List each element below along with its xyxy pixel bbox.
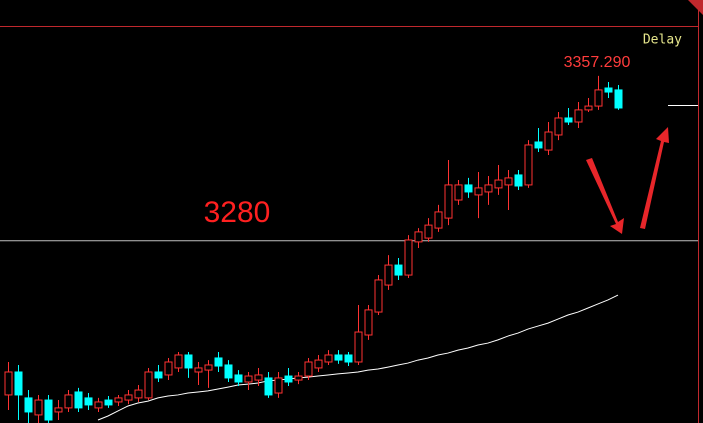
candle-body bbox=[134, 389, 143, 399]
candle-body bbox=[244, 375, 253, 383]
candle-body bbox=[584, 105, 593, 111]
candle-body bbox=[544, 131, 553, 151]
arrow-down bbox=[586, 158, 624, 234]
candle-body bbox=[74, 391, 83, 409]
candle-body bbox=[344, 354, 353, 363]
candle-body bbox=[384, 264, 393, 286]
candle-body bbox=[214, 357, 223, 367]
candle-body bbox=[424, 224, 433, 239]
status-label: Delay bbox=[643, 33, 682, 48]
candle-body bbox=[294, 375, 303, 381]
candle-body bbox=[14, 371, 23, 396]
candle-body bbox=[614, 89, 623, 109]
candle-body bbox=[4, 371, 13, 396]
candle-body bbox=[194, 367, 203, 373]
candle-body bbox=[354, 331, 363, 363]
candle-body bbox=[324, 354, 333, 363]
candle-body bbox=[254, 374, 263, 381]
candle-body bbox=[394, 264, 403, 276]
candle-body bbox=[44, 399, 53, 421]
candle-body bbox=[444, 184, 453, 219]
candle-body bbox=[494, 179, 503, 189]
candle-body bbox=[504, 177, 513, 186]
candle-body bbox=[224, 364, 233, 379]
candle-body bbox=[94, 401, 103, 409]
candle-body bbox=[484, 184, 493, 193]
candle-body bbox=[284, 375, 293, 383]
candle-body bbox=[314, 359, 323, 369]
candle-body bbox=[464, 184, 473, 193]
candle-body bbox=[404, 239, 413, 276]
candle-body bbox=[54, 407, 63, 413]
candle-body bbox=[374, 279, 383, 313]
candle-body bbox=[184, 354, 193, 369]
candle-body bbox=[454, 184, 463, 201]
candle-body bbox=[154, 371, 163, 379]
candle-body bbox=[474, 187, 483, 196]
candle-body bbox=[524, 144, 533, 186]
candle-body bbox=[514, 174, 523, 187]
candle-body bbox=[84, 397, 93, 406]
candle-body bbox=[594, 89, 603, 107]
candle-body bbox=[104, 399, 113, 406]
candle-body bbox=[564, 117, 573, 123]
candle-body bbox=[554, 117, 563, 136]
candle-body bbox=[304, 361, 313, 377]
candle-body bbox=[64, 394, 73, 409]
candle-body bbox=[574, 109, 583, 123]
candle-body bbox=[414, 231, 423, 243]
candle-body bbox=[234, 374, 243, 383]
candle-body bbox=[274, 377, 283, 394]
candle-body bbox=[604, 87, 613, 93]
moving-average bbox=[97, 294, 619, 421]
corner-marker bbox=[688, 0, 703, 15]
candle-body bbox=[24, 397, 33, 413]
candle-body bbox=[144, 371, 153, 399]
candle-body bbox=[174, 354, 183, 369]
candle-body bbox=[334, 354, 343, 361]
candle-body bbox=[434, 211, 443, 229]
level-label: 3280 bbox=[204, 196, 271, 229]
candle-body bbox=[114, 397, 123, 403]
candle-body bbox=[534, 141, 543, 149]
arrow-up bbox=[640, 127, 669, 229]
candle-body bbox=[124, 394, 133, 401]
candle-body bbox=[264, 377, 273, 396]
high-label: 3357.290 bbox=[564, 54, 631, 71]
candle-body bbox=[204, 364, 213, 371]
candle-body bbox=[364, 309, 373, 336]
candle-body bbox=[164, 361, 173, 376]
candle-body bbox=[34, 399, 43, 416]
